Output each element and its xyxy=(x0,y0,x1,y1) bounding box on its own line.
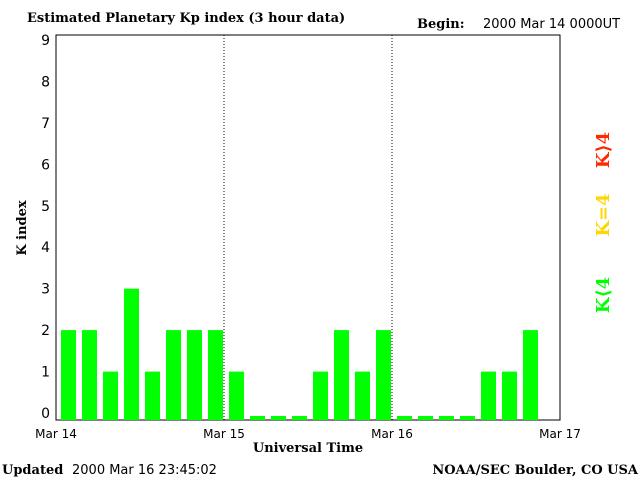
y-tick-label: 5 xyxy=(41,199,50,215)
credit: NOAA/SEC Boulder, CO USA xyxy=(432,463,639,478)
kp-bar xyxy=(418,416,433,420)
plot-frame xyxy=(55,34,561,421)
kp-bar xyxy=(334,330,349,420)
x-axis-ticks: Mar 14 Mar 15 Mar 16 Mar 17 xyxy=(35,427,581,441)
kp-bar xyxy=(229,371,244,420)
kp-bar xyxy=(61,330,76,420)
x-tick-label: Mar 14 xyxy=(35,427,77,441)
kp-bar xyxy=(124,288,139,420)
kp-bar xyxy=(397,416,412,420)
y-tick-label: 2 xyxy=(41,323,50,339)
kp-bar xyxy=(523,330,538,420)
kp-bar xyxy=(460,416,475,420)
kp-bar xyxy=(103,371,118,420)
kp-bar xyxy=(82,330,97,420)
y-tick-label: 8 xyxy=(41,74,50,90)
x-tick-label: Mar 16 xyxy=(371,427,413,441)
x-axis-title: Universal Time xyxy=(253,441,363,456)
legend-below-4: K⟨4 xyxy=(593,277,614,313)
y-tick-label: 3 xyxy=(41,282,50,298)
day-separators xyxy=(223,35,393,420)
begin-value: 2000 Mar 14 0000UT xyxy=(483,17,620,32)
updated-label: Updated xyxy=(2,463,63,478)
kp-bar xyxy=(313,371,328,420)
kp-bar xyxy=(208,330,223,420)
kp-bar xyxy=(145,371,160,420)
y-axis-title: K index xyxy=(15,200,30,256)
y-tick-label: 1 xyxy=(41,365,50,381)
legend-equal-4: K=4 xyxy=(593,193,614,236)
kp-bar xyxy=(166,330,181,420)
legend-above-4: K⟩4 xyxy=(593,132,614,168)
x-tick-label: Mar 17 xyxy=(539,427,581,441)
kp-bar xyxy=(292,416,307,420)
updated-value: 2000 Mar 16 23:45:02 xyxy=(72,463,217,478)
begin-label: Begin: xyxy=(417,17,465,32)
chart-title: Estimated Planetary Kp index (3 hour dat… xyxy=(27,11,345,26)
y-axis-ticks: 0 1 2 3 4 5 6 7 8 9 xyxy=(41,33,50,422)
bar-series xyxy=(61,288,538,420)
y-tick-label: 9 xyxy=(41,33,50,49)
kp-bar xyxy=(502,371,517,420)
y-tick-label: 6 xyxy=(41,157,50,173)
y-tick-label: 4 xyxy=(41,240,50,256)
y-tick-label: 0 xyxy=(41,406,50,422)
kp-bar xyxy=(250,416,265,420)
kp-bar xyxy=(376,330,391,420)
kp-bar xyxy=(187,330,202,420)
kp-bar xyxy=(439,416,454,420)
x-tick-label: Mar 15 xyxy=(203,427,245,441)
kp-bar xyxy=(481,371,496,420)
y-tick-label: 7 xyxy=(41,116,50,132)
kp-bar xyxy=(355,371,370,420)
kp-bar xyxy=(271,416,286,420)
